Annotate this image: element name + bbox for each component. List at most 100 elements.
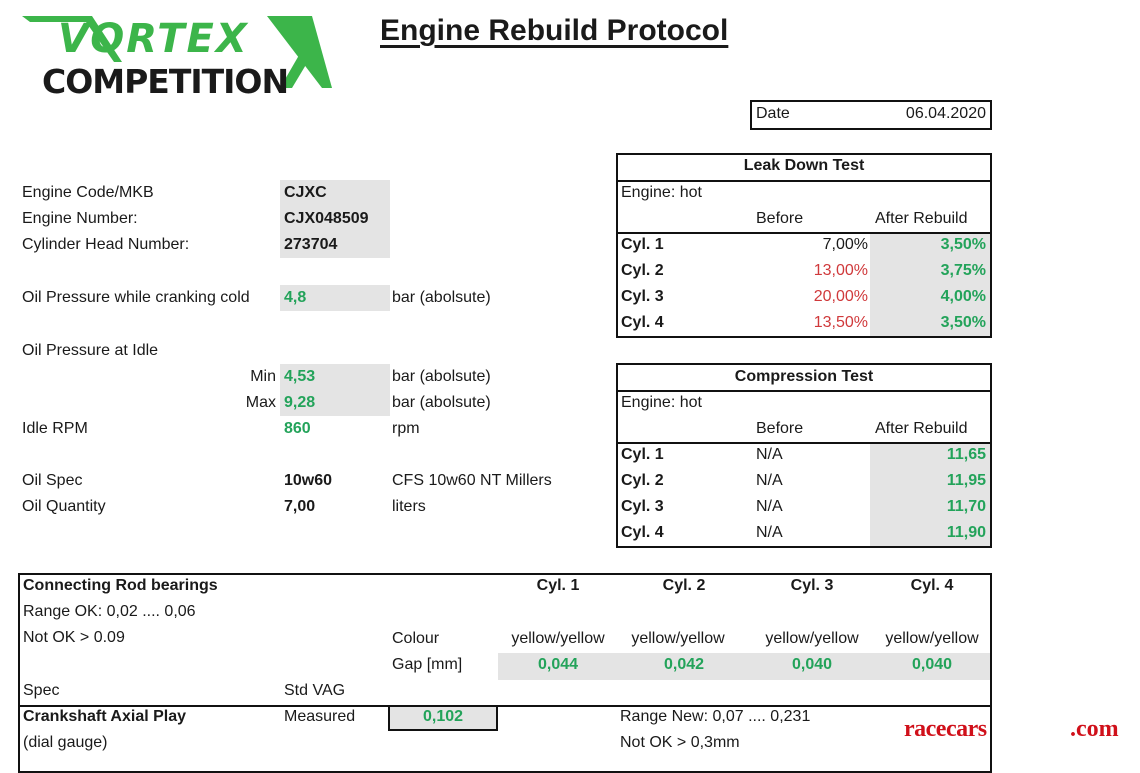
watermark-racecars: racecars: [904, 716, 987, 742]
leak-col-before: Before: [756, 210, 804, 227]
leak-cyl-label: Cyl. 1: [621, 236, 664, 253]
comp-col-after: After Rebuild: [875, 420, 968, 437]
comp-before-value: N/A: [756, 524, 783, 541]
comp-after-value: 11,70: [946, 498, 986, 515]
comp-col-before: Before: [756, 420, 804, 437]
leak-before-value: 13,50%: [813, 314, 868, 331]
leak-after-value: 3,50%: [940, 236, 986, 253]
logo-swoosh-icon: [22, 16, 332, 88]
cylinder-head-value: 273704: [284, 236, 338, 253]
rod-cyl-header: Cyl. 1: [536, 577, 580, 594]
idle-values-bg: [280, 364, 390, 416]
vortex-logo: VORTEX COMPETITION: [22, 10, 342, 101]
comp-cyl-label: Cyl. 4: [621, 524, 664, 541]
comp-before-value: N/A: [756, 498, 783, 515]
leak-divider: [616, 180, 992, 182]
rod-cyl-header: Cyl. 3: [790, 577, 834, 594]
rod-colour-value: yellow/yellow: [885, 630, 979, 647]
oil-min-unit: bar (abolsute): [392, 368, 491, 385]
oil-spec-value: 10w60: [284, 472, 333, 489]
crank-play-sub: (dial gauge): [23, 734, 108, 751]
comp-after-value: 11,95: [946, 472, 986, 489]
rod-cyl-header: Cyl. 4: [910, 577, 954, 594]
oil-max-unit: bar (abolsute): [392, 394, 491, 411]
leak-divider: [616, 232, 618, 338]
leak-title: Leak Down Test: [743, 157, 865, 174]
oil-spec-label: Oil Spec: [22, 472, 83, 489]
cylinder-head-label: Cylinder Head Number:: [22, 236, 190, 253]
comp-before-value: N/A: [756, 472, 783, 489]
comp-after-value: 11,90: [946, 524, 986, 541]
comp-engine-state: Engine: hot: [621, 394, 702, 411]
oil-qty-value: 7,00: [284, 498, 316, 515]
leak-col-after: After Rebuild: [875, 210, 968, 227]
comp-cyl-label: Cyl. 1: [621, 446, 664, 463]
comp-before-value: N/A: [756, 446, 783, 463]
leak-divider: [616, 232, 992, 234]
oil-idle-label: Oil Pressure at Idle: [22, 342, 159, 359]
rod-colour-value: yellow/yellow: [511, 630, 605, 647]
engine-code-label: Engine Code/MKB: [22, 184, 154, 201]
oil-min-value: 4,53: [284, 368, 316, 385]
leak-after-value: 4,00%: [940, 288, 986, 305]
gap-values-bg: [498, 653, 990, 680]
leak-before-value: 20,00%: [813, 288, 868, 305]
leak-after-value: 3,75%: [940, 262, 986, 279]
engine-code-value: CJXC: [284, 184, 327, 201]
comp-divider: [616, 442, 992, 444]
comp-after-value: 11,65: [946, 446, 986, 463]
crank-measured-label: Measured: [284, 708, 356, 725]
page-title: Engine Rebuild Protocol: [380, 14, 729, 47]
rod-gap-value: 0,042: [663, 656, 705, 673]
oil-cranking-label: Oil Pressure while cranking cold: [22, 289, 250, 306]
rod-gap-value: 0,040: [911, 656, 953, 673]
watermark-com: .com: [1070, 716, 1119, 742]
oil-cranking-unit: bar (abolsute): [392, 289, 491, 306]
logo-line2: COMPETITION: [42, 62, 289, 101]
rod-colour-value: yellow/yellow: [631, 630, 725, 647]
crank-measured-bg: [388, 705, 498, 731]
engine-number-label: Engine Number:: [22, 210, 138, 227]
date-label: Date: [756, 105, 790, 122]
leak-engine-state: Engine: hot: [621, 184, 702, 201]
engine-number-value: CJX048509: [284, 210, 369, 227]
leak-before-value: 7,00%: [822, 236, 868, 253]
logo-line1: VORTEX: [58, 16, 249, 62]
rod-spec-value: Std VAG: [284, 682, 346, 699]
comp-border: [616, 363, 992, 548]
crank-play-title: Crankshaft Axial Play: [23, 708, 187, 725]
rod-divider: [18, 705, 992, 707]
oil-max-label: Max: [245, 394, 276, 411]
leak-after-value: 3,50%: [940, 314, 986, 331]
rod-cyl-header: Cyl. 2: [662, 577, 706, 594]
oil-spec-desc: CFS 10w60 NT Millers: [392, 472, 552, 489]
comp-cyl-label: Cyl. 2: [621, 472, 664, 489]
rod-gap-value: 0,040: [791, 656, 833, 673]
rod-gap-value: 0,044: [537, 656, 579, 673]
comp-divider: [616, 390, 992, 392]
engine-values-bg: [280, 180, 390, 258]
leak-cyl-label: Cyl. 4: [621, 314, 664, 331]
oil-min-label: Min: [250, 368, 276, 385]
rod-title: Connecting Rod bearings: [23, 577, 218, 594]
cranking-value-bg: [280, 285, 390, 311]
comp-title: Compression Test: [734, 368, 874, 385]
idle-rpm-unit: rpm: [392, 420, 420, 437]
rod-range-ok: Range OK: 0,02 .... 0,06: [23, 603, 196, 620]
oil-qty-label: Oil Quantity: [22, 498, 106, 515]
date-box: [750, 100, 992, 130]
rod-gap-label: Gap [mm]: [392, 656, 463, 673]
idle-rpm-label: Idle RPM: [22, 420, 88, 437]
rod-colour-value: yellow/yellow: [765, 630, 859, 647]
oil-cranking-value: 4,8: [284, 289, 307, 306]
crank-range-new: Range New: 0,07 .... 0,231: [620, 708, 811, 725]
leak-cyl-label: Cyl. 2: [621, 262, 664, 279]
idle-rpm-value: 860: [284, 420, 311, 437]
comp-after-bg: [870, 443, 990, 547]
rod-not-ok: Not OK > 0.09: [23, 629, 125, 646]
oil-qty-unit: liters: [392, 498, 426, 515]
leak-cyl-label: Cyl. 3: [621, 288, 664, 305]
oil-max-value: 9,28: [284, 394, 316, 411]
crank-measured-value: 0,102: [422, 708, 464, 725]
comp-cyl-label: Cyl. 3: [621, 498, 664, 515]
